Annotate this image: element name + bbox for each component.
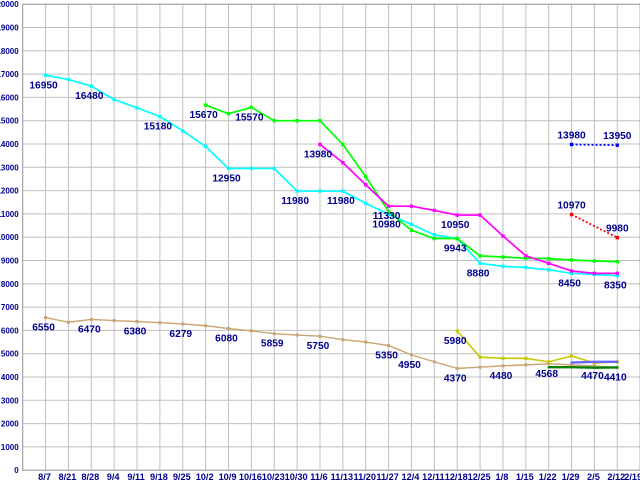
svg-text:5980: 5980	[444, 336, 467, 347]
svg-text:16000: 16000	[0, 93, 19, 102]
svg-text:18000: 18000	[0, 47, 19, 56]
svg-text:8/7: 8/7	[38, 472, 51, 480]
svg-text:9/18: 9/18	[150, 472, 168, 480]
svg-text:6550: 6550	[32, 323, 55, 334]
svg-text:10/16: 10/16	[239, 472, 262, 480]
svg-text:10950: 10950	[441, 220, 470, 231]
svg-text:11980: 11980	[327, 196, 355, 207]
svg-text:8/21: 8/21	[58, 472, 76, 480]
svg-text:2000: 2000	[1, 420, 19, 429]
svg-text:12/18: 12/18	[445, 472, 468, 480]
svg-text:12/25: 12/25	[468, 472, 491, 480]
svg-text:14000: 14000	[0, 140, 19, 149]
svg-text:1000: 1000	[1, 443, 19, 452]
svg-text:4568: 4568	[535, 369, 558, 380]
svg-text:9000: 9000	[1, 257, 19, 266]
svg-text:2/5: 2/5	[587, 472, 600, 480]
svg-text:10000: 10000	[0, 233, 19, 242]
svg-text:10970: 10970	[557, 201, 586, 212]
svg-text:12/11: 12/11	[422, 472, 444, 480]
svg-text:9/11: 9/11	[127, 472, 144, 480]
svg-text:9943: 9943	[444, 244, 467, 255]
svg-text:8880: 8880	[467, 268, 490, 279]
svg-text:13980: 13980	[304, 149, 333, 160]
svg-text:9980: 9980	[606, 224, 629, 235]
svg-text:4480: 4480	[490, 371, 513, 382]
svg-text:11000: 11000	[0, 210, 19, 219]
svg-text:2/19: 2/19	[624, 472, 640, 480]
svg-text:5000: 5000	[1, 350, 19, 359]
svg-text:15000: 15000	[0, 117, 19, 126]
svg-text:7000: 7000	[1, 303, 19, 312]
svg-text:15570: 15570	[235, 112, 264, 123]
svg-text:20000: 20000	[0, 0, 19, 9]
svg-text:11/27: 11/27	[376, 472, 398, 480]
svg-text:10/23: 10/23	[262, 472, 285, 480]
svg-text:4470: 4470	[581, 371, 604, 382]
svg-text:16480: 16480	[75, 91, 104, 102]
svg-text:10/9: 10/9	[219, 472, 237, 480]
svg-text:1/15: 1/15	[516, 472, 534, 480]
svg-text:19000: 19000	[0, 24, 19, 33]
svg-text:10/2: 10/2	[196, 472, 214, 480]
svg-text:13950: 13950	[603, 131, 632, 142]
svg-text:12/4: 12/4	[402, 472, 421, 480]
svg-text:6470: 6470	[78, 324, 101, 335]
svg-text:5859: 5859	[261, 339, 284, 350]
svg-text:15670: 15670	[189, 110, 218, 121]
svg-text:4950: 4950	[398, 360, 421, 371]
svg-text:12950: 12950	[212, 173, 241, 184]
svg-text:8/28: 8/28	[81, 472, 99, 480]
svg-text:17000: 17000	[0, 70, 19, 79]
svg-text:11/13: 11/13	[331, 472, 353, 480]
svg-text:15180: 15180	[144, 122, 173, 133]
svg-text:13000: 13000	[0, 163, 19, 172]
svg-text:1/29: 1/29	[562, 472, 580, 480]
svg-text:4410: 4410	[604, 372, 627, 383]
svg-text:8350: 8350	[604, 281, 627, 292]
svg-text:3000: 3000	[1, 396, 19, 405]
svg-text:12000: 12000	[0, 187, 19, 196]
svg-text:16950: 16950	[29, 80, 58, 91]
svg-text:6279: 6279	[169, 329, 192, 340]
svg-text:0: 0	[14, 466, 19, 475]
svg-text:13980: 13980	[557, 130, 586, 141]
svg-text:9/4: 9/4	[107, 472, 121, 480]
svg-text:11330: 11330	[373, 211, 401, 222]
svg-text:10/30: 10/30	[285, 472, 308, 480]
svg-text:5750: 5750	[307, 341, 330, 352]
svg-text:6080: 6080	[215, 334, 238, 345]
svg-text:8000: 8000	[1, 280, 19, 289]
svg-text:1/8: 1/8	[496, 472, 509, 480]
svg-text:11/6: 11/6	[310, 472, 327, 480]
svg-text:11/20: 11/20	[353, 472, 375, 480]
svg-text:5350: 5350	[375, 351, 398, 362]
svg-text:9/25: 9/25	[173, 472, 191, 480]
svg-text:4000: 4000	[1, 373, 19, 382]
svg-text:4370: 4370	[444, 373, 467, 384]
svg-text:11980: 11980	[281, 196, 309, 207]
svg-text:1/22: 1/22	[539, 472, 557, 480]
svg-text:6380: 6380	[124, 327, 147, 338]
svg-text:6000: 6000	[1, 326, 19, 335]
svg-text:8450: 8450	[558, 278, 581, 289]
svg-text:2/12: 2/12	[607, 472, 625, 480]
